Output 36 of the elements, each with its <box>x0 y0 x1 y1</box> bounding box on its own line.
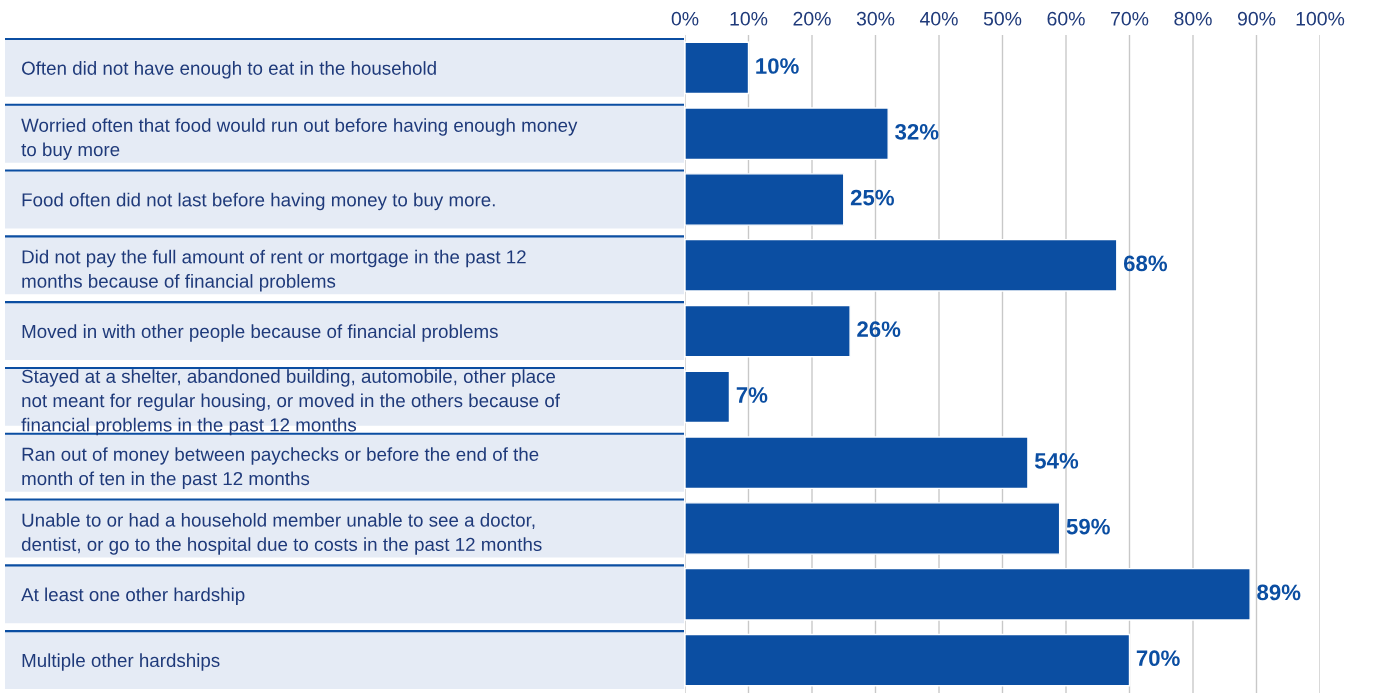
x-tick-label: 0% <box>671 11 699 26</box>
y-tick-label: Worried often that food would run out before having enough money to buy more <box>21 118 578 160</box>
bar <box>685 107 889 161</box>
bar <box>685 173 845 226</box>
bar <box>685 41 750 95</box>
data-label: 7% <box>736 387 768 403</box>
data-label: 68% <box>1123 255 1168 272</box>
bar <box>685 304 851 358</box>
y-tick-label: Multiple other hardships <box>22 653 220 671</box>
data-label: 32% <box>895 123 939 140</box>
data-label: 26% <box>857 321 901 338</box>
y-tick-label: At least one other hardship <box>21 587 245 605</box>
data-label: 59% <box>1066 518 1110 535</box>
y-tick-label: Did not pay the full amount of rent or mortgage in the past 12 months because of financial problems <box>22 249 526 292</box>
x-tick-label: 80% <box>1174 11 1212 26</box>
y-tick-label: Food often did not last before having money to buy more. <box>22 192 495 211</box>
x-tick-label: 40% <box>919 11 958 26</box>
y-tick-label: Unable to or had a household member unable to see a doctor, dentist, or go to the hospital due to costs in the past 12 months <box>21 512 542 555</box>
y-tick-label: Moved in with other people because of financial problems <box>22 324 498 342</box>
data-label: 89% <box>1257 584 1301 601</box>
x-tick-label: 100% <box>1296 11 1345 26</box>
data-label: 25% <box>850 189 894 206</box>
data-label: 54% <box>1034 452 1079 469</box>
data-label: 70% <box>1136 650 1180 667</box>
y-tick-label: Often did not have enough to eat in the household <box>22 61 436 79</box>
x-tick-label: 90% <box>1237 11 1276 26</box>
x-tick-label: 10% <box>730 11 768 26</box>
x-tick-label: 60% <box>1047 11 1085 26</box>
bar <box>685 370 731 424</box>
data-label: 10% <box>756 58 799 74</box>
y-tick-label: Ran out of money between paychecks or before the end of the month of ten in the past 12 months <box>22 447 539 489</box>
x-tick-label: 50% <box>983 11 1022 26</box>
y-tick-label: Stayed at a shelter, abandoned building, automobile, other place not meant for regular housing, or moved in the others because of financial problems in the past 12 months <box>21 369 560 436</box>
x-tick-label: 70% <box>1111 11 1149 26</box>
x-tick-label: 30% <box>856 11 895 26</box>
x-tick-label: 20% <box>793 11 831 26</box>
